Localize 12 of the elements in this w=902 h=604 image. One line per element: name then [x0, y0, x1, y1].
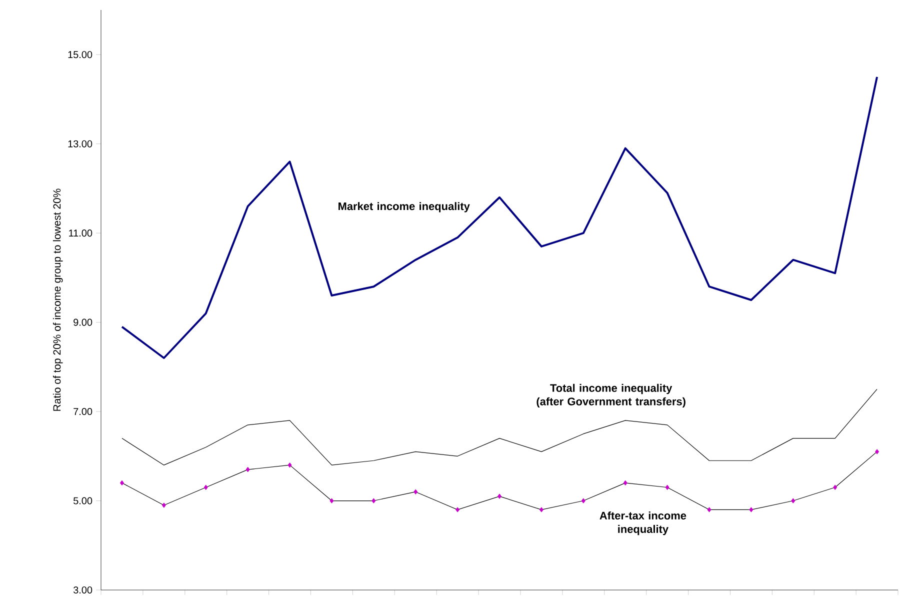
line-series [120, 76, 878, 359]
y-axis-title: Ratio of top 20% of income group to lowest 20% [52, 188, 63, 411]
series-label: After-tax income inequality [600, 511, 686, 536]
y-tick-label: 11.00 [69, 230, 92, 237]
y-tick-label: 9.00 [74, 318, 92, 326]
y-tick-label: 5.00 [74, 497, 92, 504]
y-tick-label: 15.00 [68, 51, 92, 58]
y-tick-label: 3.00 [73, 586, 92, 594]
y-tick-label: 7.00 [74, 408, 92, 416]
text: Total income inequality (after Government transfers) [536, 384, 686, 408]
series-label: Market income inequality [338, 202, 470, 212]
y-tick-label: 13.00 [68, 140, 92, 148]
